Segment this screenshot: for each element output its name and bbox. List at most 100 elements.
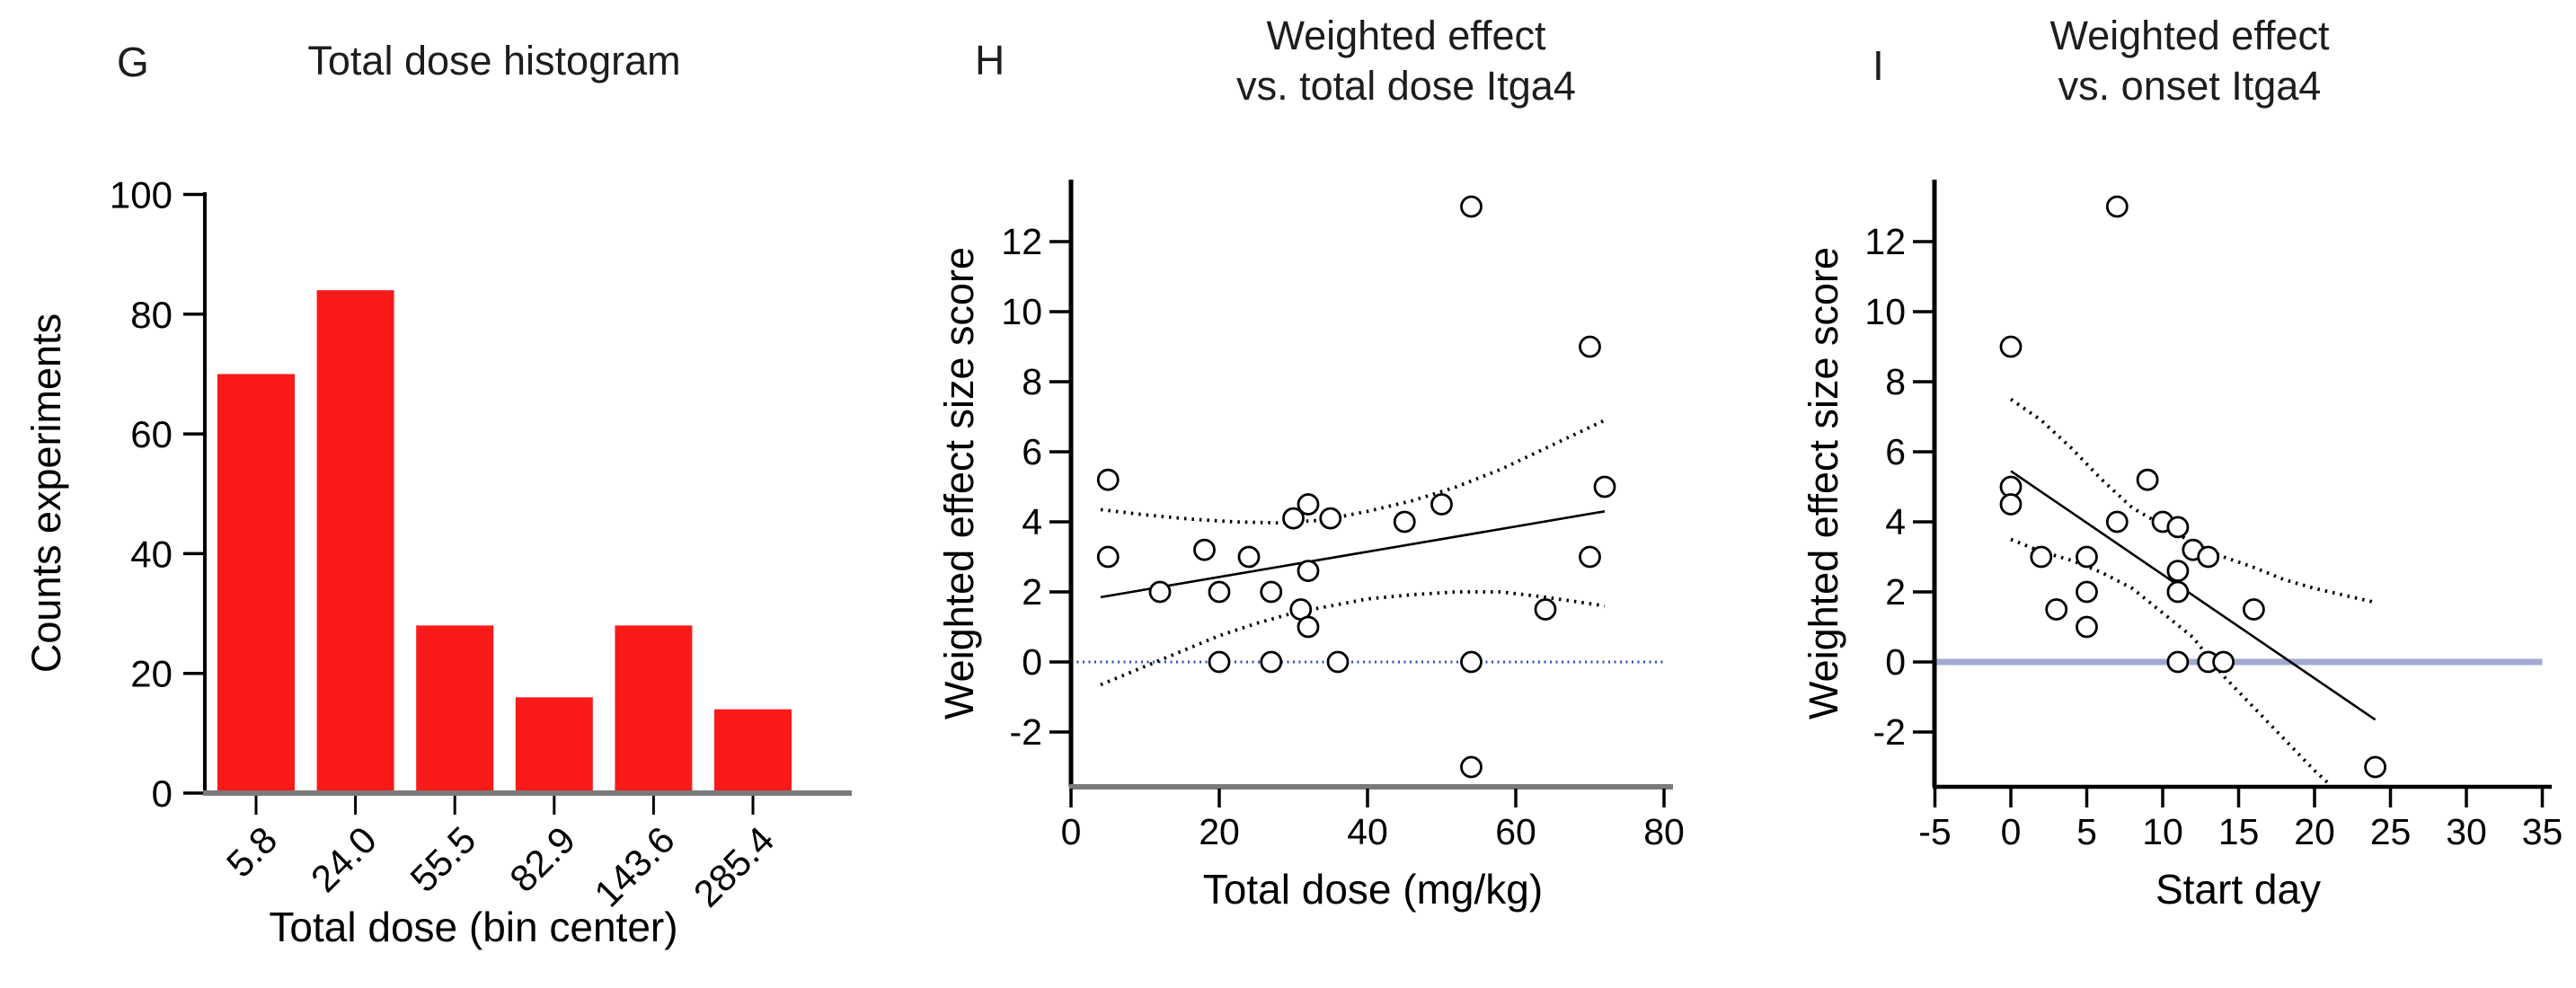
h-scatter-point — [1096, 545, 1120, 569]
panel-i-y-axis-label: Weighted effect size score — [1801, 246, 1846, 720]
g-y-tick-label: 40 — [130, 533, 173, 575]
i-scatter-point — [2166, 580, 2190, 604]
h-scatter-point — [1096, 468, 1120, 491]
i-y-tick-label: 12 — [1864, 221, 1906, 262]
h-scatter-point — [1460, 755, 1483, 779]
h-scatter-point — [1297, 615, 1320, 639]
g-y-tick-label: 60 — [130, 413, 173, 455]
i-scatter-point — [2166, 516, 2190, 539]
h-x-tick-label: 60 — [1495, 811, 1536, 852]
h-x-tick-label: 0 — [1061, 811, 1082, 852]
h-scatter-point — [1297, 493, 1320, 516]
g-bin-label: 55.5 — [403, 818, 484, 900]
panel-letter-i: I — [1872, 42, 1884, 89]
g-bin-label: 5.8 — [218, 818, 286, 886]
h-y-tick-label: 8 — [1022, 361, 1042, 402]
h-y-tick-label: 2 — [1022, 571, 1042, 613]
i-scatter-point — [2166, 650, 2190, 674]
h-x-tick-label: 20 — [1199, 811, 1240, 852]
i-y-tick-label: 0 — [1885, 641, 1906, 683]
h-scatter-point — [1319, 507, 1342, 530]
h-scatter-point — [1260, 650, 1283, 674]
i-x-tick-label: 30 — [2446, 811, 2487, 852]
bar — [615, 625, 693, 793]
panel-g-title: Total dose histogram — [307, 38, 681, 84]
i-x-tick-label: -5 — [1918, 811, 1951, 852]
i-scatter-point — [2076, 545, 2098, 569]
bar — [515, 697, 593, 793]
panel-h-title-line1: Weighted effect — [1266, 13, 1546, 58]
h-x-tick-label: 40 — [1347, 811, 1388, 852]
i-y-tick-label: 6 — [1885, 431, 1906, 472]
i-scatter-point — [1999, 335, 2023, 358]
i-x-tick-label: 10 — [2142, 811, 2183, 852]
i-scatter-point — [1999, 493, 2023, 516]
panel-letter-g: G — [117, 39, 149, 85]
g-bin-label: 285.4 — [686, 818, 783, 915]
i-x-tick-label: 5 — [2076, 811, 2097, 852]
panel-g-y-axis-label: Counts experiments — [23, 313, 69, 674]
i-y-tick-label: -2 — [1873, 711, 1906, 753]
i-scatter-point — [2364, 755, 2387, 779]
h-y-tick-label: 12 — [1001, 221, 1042, 262]
bar — [416, 625, 494, 793]
h-scatter-point — [1593, 475, 1616, 498]
panel-letter-h: H — [975, 37, 1005, 84]
g-bin-label: 143.6 — [586, 818, 683, 915]
h-scatter-point — [1208, 580, 1231, 604]
h-scatter-point — [1534, 598, 1557, 621]
h-scatter-point — [1193, 538, 1216, 561]
h-scatter-point — [1579, 545, 1601, 569]
h-scatter-point — [1460, 195, 1483, 218]
panel-i-title-line1: Weighted effect — [2049, 13, 2330, 58]
i-ci-upper — [2009, 397, 2377, 604]
i-scatter-point — [2166, 560, 2190, 582]
h-scatter-point — [1326, 650, 1350, 674]
panel-h-x-axis-label: Total dose (mg/kg) — [1202, 866, 1544, 913]
h-regression-line — [1100, 510, 1606, 599]
bar — [316, 290, 394, 793]
h-ci-lower — [1100, 590, 1606, 687]
h-scatter-point — [1579, 335, 1601, 358]
i-scatter-point — [2242, 598, 2265, 621]
g-y-tick-label: 0 — [152, 772, 173, 815]
h-scatter-point — [1297, 560, 1320, 582]
panel-i-title-line2: vs. onset Itga4 — [2058, 63, 2322, 109]
h-y-tick-label: -2 — [1010, 711, 1042, 753]
g-y-tick-label: 100 — [110, 174, 173, 216]
i-x-tick-label: 20 — [2294, 811, 2335, 852]
i-x-tick-label: 0 — [2001, 811, 2022, 852]
i-scatter-point — [2045, 598, 2068, 621]
h-y-tick-label: 0 — [1022, 641, 1042, 683]
i-scatter-point — [2105, 195, 2129, 218]
i-x-tick-label: 15 — [2218, 811, 2260, 852]
h-scatter-point — [1460, 650, 1483, 674]
g-y-tick-label: 20 — [130, 653, 173, 695]
h-scatter-point — [1430, 493, 1453, 516]
h-scatter-point — [1393, 510, 1416, 534]
i-y-tick-label: 4 — [1885, 501, 1906, 543]
i-scatter-point — [2030, 545, 2053, 569]
i-x-tick-label: 35 — [2522, 811, 2563, 852]
i-y-tick-label: 10 — [1864, 291, 1906, 332]
h-scatter-point — [1148, 580, 1172, 604]
h-scatter-point — [1282, 507, 1305, 530]
h-scatter-point — [1260, 580, 1283, 604]
bar — [714, 709, 792, 793]
h-y-tick-label: 10 — [1001, 291, 1042, 332]
i-regression-line — [2010, 470, 2377, 721]
h-y-tick-label: 6 — [1022, 431, 1042, 472]
i-scatter-point — [2197, 545, 2220, 569]
i-scatter-point — [2136, 468, 2159, 491]
i-ci-lower — [2010, 537, 2332, 786]
g-bin-label: 24.0 — [303, 818, 385, 900]
i-y-tick-label: 2 — [1885, 571, 1906, 613]
i-x-tick-label: 25 — [2370, 811, 2412, 852]
i-y-tick-label: 8 — [1885, 361, 1906, 402]
bar — [217, 374, 295, 793]
g-y-tick-label: 80 — [130, 294, 173, 336]
panel-h-y-axis-label: Weighted effect size score — [936, 246, 982, 720]
h-scatter-point — [1237, 545, 1261, 569]
